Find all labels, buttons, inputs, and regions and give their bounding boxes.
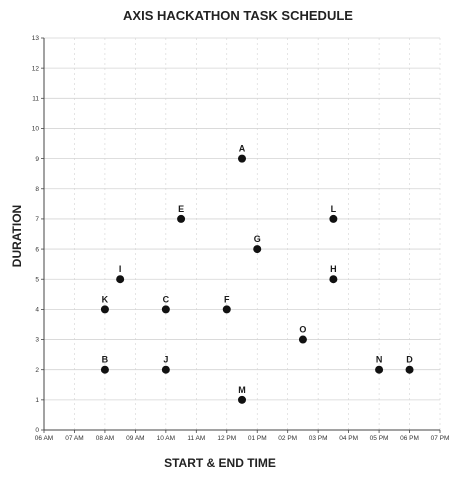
x-tick-label: 08 AM <box>96 435 114 442</box>
data-point-label-m: M <box>238 385 246 395</box>
x-tick-label: 07 PM <box>431 435 450 442</box>
data-point-label-f: F <box>224 294 230 304</box>
data-point-label-h: H <box>330 264 337 274</box>
data-point-label-i: I <box>119 264 122 274</box>
data-point-label-b: B <box>102 355 109 365</box>
y-tick-label: 10 <box>32 126 40 133</box>
points-layer: A B C D E F G H I J K L M N O <box>100 144 414 404</box>
y-tick-label: 13 <box>32 35 40 42</box>
x-tick-label: 03 PM <box>309 435 328 442</box>
x-tick-label: 02 PM <box>278 435 297 442</box>
data-point-label-o: O <box>299 325 306 335</box>
data-point-g <box>253 245 262 254</box>
x-axis-label: START & END TIME <box>164 456 276 470</box>
data-point-l <box>329 214 338 223</box>
y-tick-label: 12 <box>32 65 40 72</box>
x-tick-label: 06 PM <box>400 435 419 442</box>
x-tick-label: 07 AM <box>65 435 83 442</box>
data-point-o <box>298 335 307 344</box>
data-point-h <box>329 275 338 284</box>
data-point-label-e: E <box>178 204 184 214</box>
data-point-e <box>177 214 186 223</box>
x-tick-label: 12 PM <box>217 435 236 442</box>
data-point-c <box>161 305 170 314</box>
y-tick-label: 9 <box>35 156 39 163</box>
data-point-m <box>238 395 246 404</box>
y-tick-label: 3 <box>35 337 39 344</box>
data-point-label-k: K <box>102 294 109 304</box>
data-point-i <box>116 275 125 284</box>
data-point-label-c: C <box>163 294 170 304</box>
y-axis-label: DURATION <box>10 205 24 267</box>
y-tick-label: 4 <box>35 307 39 314</box>
y-tick-label: 8 <box>35 186 39 193</box>
data-point-a <box>238 154 246 163</box>
data-point-f <box>222 305 231 314</box>
data-point-label-g: G <box>254 234 261 244</box>
data-point-label-a: A <box>239 144 246 154</box>
chart-title: AXIS HACKATHON TASK SCHEDULE <box>123 8 353 23</box>
x-tick-label: 09 AM <box>126 435 144 442</box>
x-tick-label: 04 PM <box>339 435 358 442</box>
y-tick-label: 1 <box>35 397 39 404</box>
y-tick-label: 7 <box>35 216 39 223</box>
data-point-b <box>100 365 109 374</box>
x-tick-label: 06 AM <box>35 435 53 442</box>
y-tick-label: 5 <box>35 276 39 283</box>
x-tick-label: 05 PM <box>370 435 389 442</box>
y-tick-label: 6 <box>35 246 39 253</box>
data-point-k <box>100 305 109 314</box>
grid-layer <box>43 37 441 431</box>
x-tick-label: 10 AM <box>157 435 175 442</box>
data-point-label-n: N <box>376 355 383 365</box>
data-point-d <box>405 365 414 374</box>
data-point-j <box>161 365 170 374</box>
data-point-label-l: L <box>331 204 337 214</box>
data-point-label-d: D <box>406 355 413 365</box>
data-point-n <box>375 365 384 374</box>
x-tick-label: 11 AM <box>187 435 205 442</box>
y-tick-label: 11 <box>32 96 39 103</box>
y-tick-label: 2 <box>35 367 39 374</box>
y-tick-label: 0 <box>35 427 39 434</box>
x-tick-label: 01 PM <box>248 435 267 442</box>
data-point-label-j: J <box>163 355 168 365</box>
